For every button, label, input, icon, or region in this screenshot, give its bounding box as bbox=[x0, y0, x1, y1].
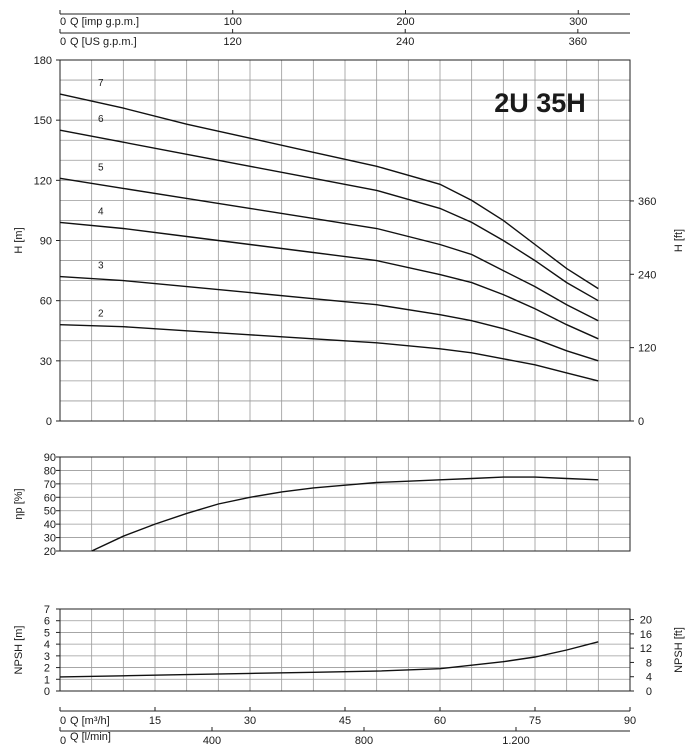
top-imp-tick-label: 200 bbox=[396, 16, 414, 28]
bottom-lmin-axis-label: Q [l/min] bbox=[70, 731, 111, 743]
head-ytick-label: 0 bbox=[46, 416, 52, 428]
head-ytick-right-label: 240 bbox=[638, 269, 656, 281]
eff-ytick-label: 40 bbox=[44, 519, 56, 531]
head-ytick-right-label: 360 bbox=[638, 196, 656, 208]
head-curve-7 bbox=[59, 93, 599, 290]
bottom-m3h-tick-label: 90 bbox=[624, 715, 636, 727]
npsh-ytick-label: 5 bbox=[44, 627, 50, 639]
bottom-m3h-tick-label: 0 bbox=[60, 715, 66, 727]
head-ytick-label: 120 bbox=[34, 175, 52, 187]
npsh-ytick-label: 6 bbox=[44, 616, 50, 628]
npsh-curve bbox=[59, 641, 599, 678]
npsh-ytick-label: 7 bbox=[44, 604, 50, 616]
head-ytick-label: 60 bbox=[40, 296, 52, 308]
top-us-tick-label: 120 bbox=[223, 36, 241, 48]
bottom-m3h-axis-label: Q [m³/h] bbox=[70, 715, 110, 727]
top-us-tick-label: 240 bbox=[396, 36, 414, 48]
head-ytick-label: 150 bbox=[34, 115, 52, 127]
bottom-lmin-tick-label: 800 bbox=[355, 735, 373, 747]
head-curve-label: 3 bbox=[98, 261, 104, 272]
top-us-tick-label: 0 bbox=[60, 36, 66, 48]
npsh-ytick-right-label: 12 bbox=[640, 643, 652, 655]
top-imp-tick-label: 0 bbox=[60, 16, 66, 28]
npsh-ytick-label: 0 bbox=[44, 686, 50, 698]
model-title: 2U 35H bbox=[494, 88, 586, 118]
bottom-m3h-tick-label: 75 bbox=[529, 715, 541, 727]
eff-ytick-label: 60 bbox=[44, 492, 56, 504]
npsh-ytick-label: 4 bbox=[44, 639, 50, 651]
npsh-ytick-label: 3 bbox=[44, 651, 50, 663]
npsh-ytick-right-label: 0 bbox=[646, 686, 652, 698]
eff-ytick-label: 80 bbox=[44, 465, 56, 477]
head-curve-label: 7 bbox=[98, 78, 104, 89]
efficiency-curve bbox=[91, 476, 599, 552]
head-curve-label: 6 bbox=[98, 114, 104, 125]
npsh-frame bbox=[59, 608, 631, 692]
head-ytick-label: 180 bbox=[34, 55, 52, 67]
bottom-m3h-tick-label: 30 bbox=[244, 715, 256, 727]
eff-ytick-label: 50 bbox=[44, 506, 56, 518]
bottom-lmin-tick-label: 400 bbox=[203, 735, 221, 747]
head-panel: 0 30 60 90 120 150 180 0 120 240 360 H [m] H [ft] 2U … bbox=[13, 55, 685, 428]
bottom-lmin-tick-label: 1.200 bbox=[502, 735, 530, 747]
npsh-ytick-right-label: 4 bbox=[646, 672, 652, 684]
eff-frame bbox=[59, 456, 631, 552]
top-imp-tick-label: 300 bbox=[569, 16, 587, 28]
head-curve-6 bbox=[59, 129, 599, 302]
head-curve-2 bbox=[59, 324, 599, 382]
bottom-m3h-tick-label: 45 bbox=[339, 715, 351, 727]
npsh-ytick-right-label: 16 bbox=[640, 629, 652, 641]
eff-ytick-label: 90 bbox=[44, 452, 56, 464]
npsh-ylabel-right: NPSH [ft] bbox=[673, 627, 685, 673]
head-ytick-label: 30 bbox=[40, 356, 52, 368]
head-curve-5 bbox=[59, 177, 599, 322]
top-imp-tick-label: 100 bbox=[224, 16, 242, 28]
head-curve-3 bbox=[59, 275, 599, 362]
bottom-lmin-tick-label: 0 bbox=[60, 735, 66, 747]
npsh-ytick-right-label: 20 bbox=[640, 615, 652, 627]
top-us-axis-label: Q [US g.p.m.] bbox=[70, 36, 137, 48]
top-imp-axis-label: Q [imp g.p.m.] bbox=[70, 16, 139, 28]
eff-ylabel: ηp [%] bbox=[13, 488, 25, 519]
head-curve-label: 2 bbox=[98, 309, 104, 320]
head-ylabel: H [m] bbox=[13, 227, 25, 253]
head-curve-label: 4 bbox=[98, 206, 104, 217]
bottom-m3h-tick-label: 15 bbox=[149, 715, 161, 727]
head-ytick-right-label: 0 bbox=[638, 416, 644, 428]
eff-ytick-label: 30 bbox=[44, 533, 56, 545]
npsh-ytick-label: 1 bbox=[44, 674, 50, 686]
head-ytick-label: 90 bbox=[40, 236, 52, 248]
npsh-ytick-label: 2 bbox=[44, 663, 50, 675]
top-us-tick-label: 360 bbox=[569, 36, 587, 48]
head-ytick-right-label: 120 bbox=[638, 343, 656, 355]
eff-ytick-label: 20 bbox=[44, 546, 56, 558]
npsh-ytick-right-label: 8 bbox=[646, 657, 652, 669]
head-curve-4 bbox=[59, 221, 599, 340]
eff-ytick-label: 70 bbox=[44, 479, 56, 491]
npsh-ylabel: NPSH [m] bbox=[13, 626, 25, 675]
head-curve-label: 5 bbox=[98, 162, 104, 173]
bottom-m3h-tick-label: 60 bbox=[434, 715, 446, 727]
head-ylabel-right: H [ft] bbox=[673, 229, 685, 252]
